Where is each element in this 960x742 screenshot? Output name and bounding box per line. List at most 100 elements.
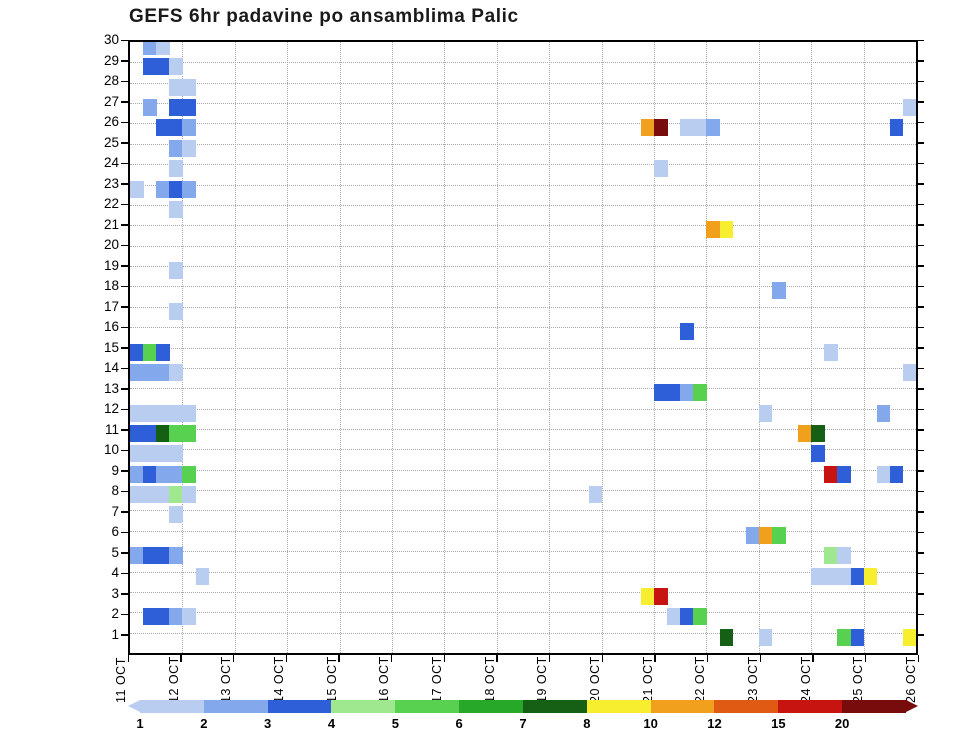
- precip-cell: [837, 567, 852, 585]
- x-axis-label: 25 OCT: [851, 656, 866, 703]
- y-axis-tick: [121, 511, 128, 513]
- precip-cell: [680, 119, 694, 137]
- gridline-vertical: [706, 42, 708, 653]
- precip-cell: [758, 526, 773, 544]
- x-axis-tick: [232, 655, 235, 662]
- y-axis-tick-right: [918, 367, 924, 369]
- y-axis-label: 14: [103, 360, 119, 375]
- y-axis-label: 20: [103, 237, 119, 252]
- precip-cell: [811, 567, 825, 585]
- precip-cell: [169, 547, 183, 565]
- precip-cell: [169, 180, 183, 198]
- x-axis-tick: [706, 655, 709, 662]
- precip-cell: [837, 465, 852, 483]
- y-axis-tick-right: [918, 552, 924, 554]
- x-axis-label: 18 OCT: [482, 656, 497, 703]
- precip-cell: [837, 547, 852, 565]
- x-axis-label: 13 OCT: [219, 656, 234, 703]
- gridline-horizontal: [130, 490, 916, 492]
- colorbar-right-arrow: [905, 700, 918, 712]
- y-axis-label: 6: [111, 524, 119, 539]
- y-axis-tick-right: [918, 224, 924, 226]
- gridline-horizontal: [130, 245, 916, 247]
- precip-cell: [156, 363, 170, 381]
- y-axis-tick: [121, 121, 128, 123]
- precip-cell: [667, 608, 681, 626]
- gridline-horizontal: [130, 164, 916, 166]
- colorbar-value-label: 4: [327, 716, 336, 731]
- y-axis-tick: [121, 285, 128, 287]
- y-axis-label: 13: [103, 380, 119, 396]
- precip-cell: [143, 486, 157, 504]
- y-axis-tick: [121, 531, 128, 533]
- y-axis-label: 7: [111, 503, 119, 519]
- y-axis-label: 17: [103, 298, 119, 314]
- x-axis-tick: [127, 655, 129, 662]
- precip-cell: [182, 78, 197, 96]
- y-axis-label: 23: [103, 175, 119, 191]
- precip-cell: [837, 628, 852, 646]
- y-axis-tick: [121, 572, 128, 574]
- gridline-vertical: [339, 42, 341, 653]
- precip-cell: [758, 404, 773, 422]
- gridline-vertical: [654, 42, 655, 653]
- y-axis-tick: [121, 429, 128, 431]
- y-axis-tick: [121, 244, 128, 246]
- y-axis-tick-right: [918, 162, 924, 164]
- colorbar-segment: [140, 700, 204, 713]
- precip-cell: [169, 58, 183, 76]
- precip-cell: [667, 384, 681, 402]
- y-axis-tick-right: [918, 285, 924, 287]
- precip-cell: [654, 587, 668, 605]
- y-axis-tick-right: [918, 408, 924, 410]
- precip-cell: [169, 200, 183, 218]
- y-axis-label: 9: [111, 462, 119, 478]
- precip-cell: [169, 78, 183, 96]
- precip-cell: [719, 628, 734, 646]
- y-axis-tick: [121, 449, 128, 451]
- precip-cell: [143, 343, 157, 361]
- gridline-horizontal: [130, 510, 916, 512]
- y-axis-label: 5: [111, 544, 119, 560]
- y-axis-tick-right: [918, 80, 924, 82]
- precip-cell: [680, 384, 694, 402]
- colorbar-segment: [459, 700, 523, 713]
- precip-cell: [156, 424, 170, 442]
- gridline-horizontal: [130, 551, 916, 553]
- precip-cell: [182, 139, 197, 157]
- precip-cell: [182, 99, 197, 117]
- precip-cell: [169, 608, 183, 626]
- precip-cell: [169, 404, 183, 422]
- y-axis-tick-right: [918, 39, 924, 41]
- colorbar: [128, 700, 918, 713]
- colorbar-value-label: 15: [771, 716, 786, 731]
- precip-cell: [902, 363, 916, 381]
- x-axis-tick: [601, 655, 603, 662]
- gridline-vertical: [234, 42, 236, 653]
- precip-cell: [824, 465, 838, 483]
- precip-cell: [156, 486, 170, 504]
- gridline-horizontal: [130, 530, 916, 532]
- gridline-horizontal: [130, 591, 916, 593]
- x-axis-label: 23 OCT: [746, 656, 760, 703]
- precip-cell: [169, 119, 183, 137]
- y-axis-tick-right: [918, 593, 924, 595]
- precip-cell: [182, 404, 197, 422]
- gridline-horizontal: [130, 123, 916, 125]
- x-axis-label: 15 OCT: [324, 656, 339, 703]
- y-axis-label: 16: [103, 319, 119, 334]
- y-axis-label: 3: [111, 585, 119, 601]
- colorbar-value-label: 20: [834, 716, 850, 731]
- colorbar-value-label: 7: [519, 716, 527, 731]
- precip-cell: [902, 99, 916, 117]
- gridline-horizontal: [130, 225, 916, 227]
- y-axis-tick-right: [918, 306, 924, 308]
- colorbar-segment: [203, 700, 268, 713]
- precip-cell: [169, 139, 183, 157]
- precip-cell: [169, 363, 183, 381]
- gridline-vertical: [811, 42, 813, 653]
- y-axis-label: 10: [103, 442, 119, 457]
- precip-cell: [889, 465, 904, 483]
- y-axis-tick: [121, 39, 128, 41]
- gridline-horizontal: [130, 82, 916, 84]
